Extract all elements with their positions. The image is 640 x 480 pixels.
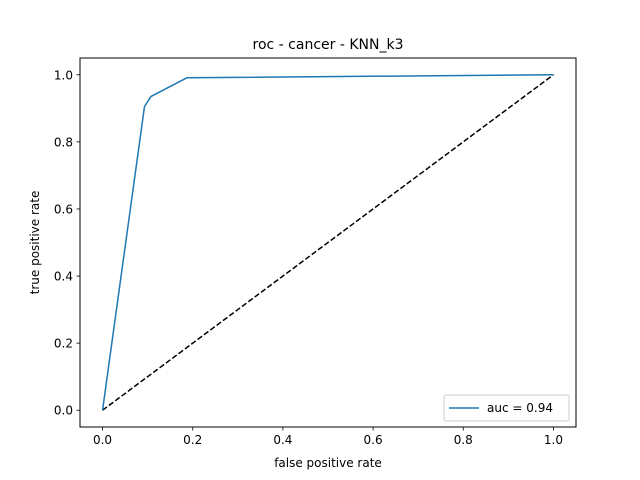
y-tick-label: 0.2 (54, 337, 73, 351)
x-tick-label: 0.2 (183, 433, 202, 447)
reference-diagonal-line (102, 74, 554, 411)
legend-box (443, 394, 570, 422)
x-tick-label: 1.0 (544, 433, 563, 447)
roc-curve-line (101, 74, 554, 411)
y-tick-label: 0.0 (54, 404, 73, 418)
x-axis-label: false positive rate (274, 456, 382, 470)
x-tick-label: 0.6 (364, 433, 383, 447)
legend-label: auc = 0.94 (487, 401, 553, 415)
x-axis-ticks: 0.0 0.2 0.4 0.6 0.8 1.0 (93, 427, 563, 447)
y-tick-label: 0.8 (54, 135, 73, 149)
y-axis-ticks: 0.0 0.2 0.4 0.6 0.8 1.0 (54, 68, 80, 418)
x-tick-label: 0.0 (93, 433, 112, 447)
y-tick-label: 1.0 (54, 68, 73, 82)
y-tick-label: 0.6 (54, 202, 73, 216)
x-tick-label: 0.8 (454, 433, 473, 447)
plot-frame (79, 57, 577, 428)
x-tick-label: 0.4 (273, 433, 292, 447)
y-tick-label: 0.4 (54, 270, 73, 284)
y-axis-label: true positive rate (28, 191, 42, 295)
legend: auc = 0.94 (443, 394, 570, 422)
chart-title: roc - cancer - KNN_k3 (253, 37, 404, 53)
series-layer (101, 74, 554, 411)
